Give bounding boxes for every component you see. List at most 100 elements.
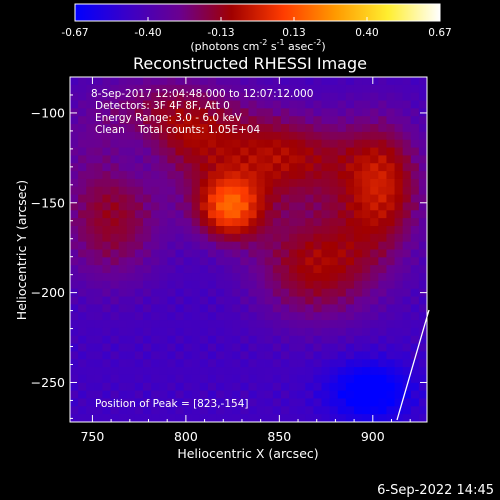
heatmap-cell bbox=[272, 92, 282, 102]
heatmap-cell bbox=[86, 351, 95, 360]
heatmap-cell bbox=[175, 225, 185, 235]
heatmap-cell bbox=[370, 171, 379, 180]
heatmap-cell bbox=[272, 108, 282, 117]
heatmap-cell bbox=[305, 155, 315, 164]
heatmap-cell bbox=[143, 296, 152, 305]
heatmap-cell bbox=[102, 280, 112, 290]
heatmap-cell bbox=[102, 382, 112, 392]
heatmap-cell bbox=[386, 202, 396, 211]
heatmap-cell bbox=[386, 374, 396, 384]
heatmap-cell bbox=[410, 320, 420, 329]
heatmap-cell bbox=[272, 171, 282, 180]
heatmap-cell bbox=[337, 202, 347, 211]
heatmap-cell bbox=[313, 280, 323, 290]
heatmap-cell bbox=[329, 218, 339, 227]
heatmap-cell bbox=[337, 77, 347, 86]
heatmap-cell bbox=[370, 163, 379, 172]
heatmap-cell bbox=[143, 202, 152, 211]
heatmap-cell bbox=[199, 233, 209, 243]
heatmap-cell bbox=[183, 147, 193, 157]
heatmap-cell bbox=[329, 100, 339, 109]
heatmap-cell bbox=[280, 288, 290, 298]
heatmap-cell bbox=[297, 84, 306, 94]
heatmap-cell bbox=[345, 406, 355, 415]
heatmap-cell bbox=[353, 343, 363, 353]
heatmap-cell bbox=[289, 273, 298, 282]
heatmap-cell bbox=[240, 257, 250, 266]
heatmap-cell bbox=[240, 202, 250, 211]
heatmap-cell bbox=[118, 202, 128, 211]
heatmap-cell bbox=[370, 225, 379, 235]
heatmap-cell bbox=[216, 296, 225, 305]
heatmap-cell bbox=[256, 374, 266, 384]
heatmap-cell bbox=[191, 139, 201, 149]
heatmap-cell bbox=[256, 92, 266, 102]
heatmap-cell bbox=[345, 100, 355, 109]
heatmap-cell bbox=[240, 312, 250, 321]
heatmap-cell bbox=[353, 398, 363, 407]
heatmap-cell bbox=[321, 108, 331, 117]
heatmap-cell bbox=[321, 265, 331, 274]
heatmap-cell bbox=[102, 124, 112, 133]
heatmap-cell bbox=[410, 288, 420, 298]
heatmap-cell bbox=[256, 124, 266, 133]
heatmap-cell bbox=[143, 92, 152, 102]
heatmap-cell bbox=[102, 288, 112, 298]
heatmap-cell bbox=[191, 280, 201, 290]
heatmap-cell bbox=[167, 335, 177, 345]
heatmap-cell bbox=[216, 320, 225, 329]
heatmap-cell bbox=[394, 406, 404, 415]
heatmap-cell bbox=[240, 335, 250, 345]
heatmap-cell bbox=[305, 327, 315, 337]
heatmap-cell bbox=[337, 296, 347, 305]
heatmap-cell bbox=[370, 186, 379, 196]
heatmap-cell bbox=[175, 233, 185, 243]
heatmap-cell bbox=[110, 249, 120, 258]
heatmap-cell bbox=[313, 343, 323, 353]
heatmap-cell bbox=[199, 124, 209, 133]
heatmap-cell bbox=[297, 374, 306, 384]
heatmap-cell bbox=[410, 335, 420, 345]
heatmap-cell bbox=[94, 406, 104, 415]
heatmap-cell bbox=[70, 351, 79, 360]
heatmap-cell bbox=[216, 359, 225, 368]
heatmap-cell bbox=[240, 304, 250, 313]
heatmap-cell bbox=[94, 131, 104, 141]
heatmap-cell bbox=[118, 312, 128, 321]
heatmap-cell bbox=[78, 131, 87, 141]
heatmap-cell bbox=[418, 233, 427, 243]
heatmap-cell bbox=[386, 186, 396, 196]
heatmap-cell bbox=[272, 288, 282, 298]
heatmap-cell bbox=[70, 249, 79, 258]
heatmap-cell bbox=[151, 257, 160, 266]
heatmap-cell bbox=[159, 296, 168, 305]
heatmap-cell bbox=[418, 155, 427, 164]
heatmap-cell bbox=[94, 367, 104, 376]
heatmap-cell bbox=[329, 84, 339, 94]
heatmap-cell bbox=[151, 335, 160, 345]
heatmap-cell bbox=[240, 382, 250, 392]
heatmap-cell bbox=[191, 171, 201, 180]
heatmap-cell bbox=[240, 351, 250, 360]
heatmap-cell bbox=[110, 304, 120, 313]
heatmap-cell bbox=[78, 367, 87, 376]
heatmap-cell bbox=[337, 414, 347, 422]
heatmap-cell bbox=[191, 178, 201, 188]
heatmap-cell bbox=[110, 108, 120, 117]
heatmap-cell bbox=[289, 178, 298, 188]
heatmap-cell bbox=[378, 320, 388, 329]
heatmap-cell bbox=[167, 288, 177, 298]
heatmap-cell bbox=[159, 171, 168, 180]
heatmap-cell bbox=[232, 147, 241, 157]
heatmap-cell bbox=[402, 131, 412, 141]
heatmap-cell bbox=[305, 77, 315, 86]
heatmap-cell bbox=[224, 374, 233, 384]
heatmap-cell bbox=[110, 273, 120, 282]
heatmap-cell bbox=[191, 296, 201, 305]
heatmap-cell bbox=[394, 202, 404, 211]
heatmap-cell bbox=[110, 218, 120, 227]
heatmap-cell bbox=[94, 84, 104, 94]
heatmap-cell bbox=[232, 116, 241, 125]
heatmap-cell bbox=[353, 335, 363, 345]
heatmap-cell bbox=[143, 414, 152, 422]
